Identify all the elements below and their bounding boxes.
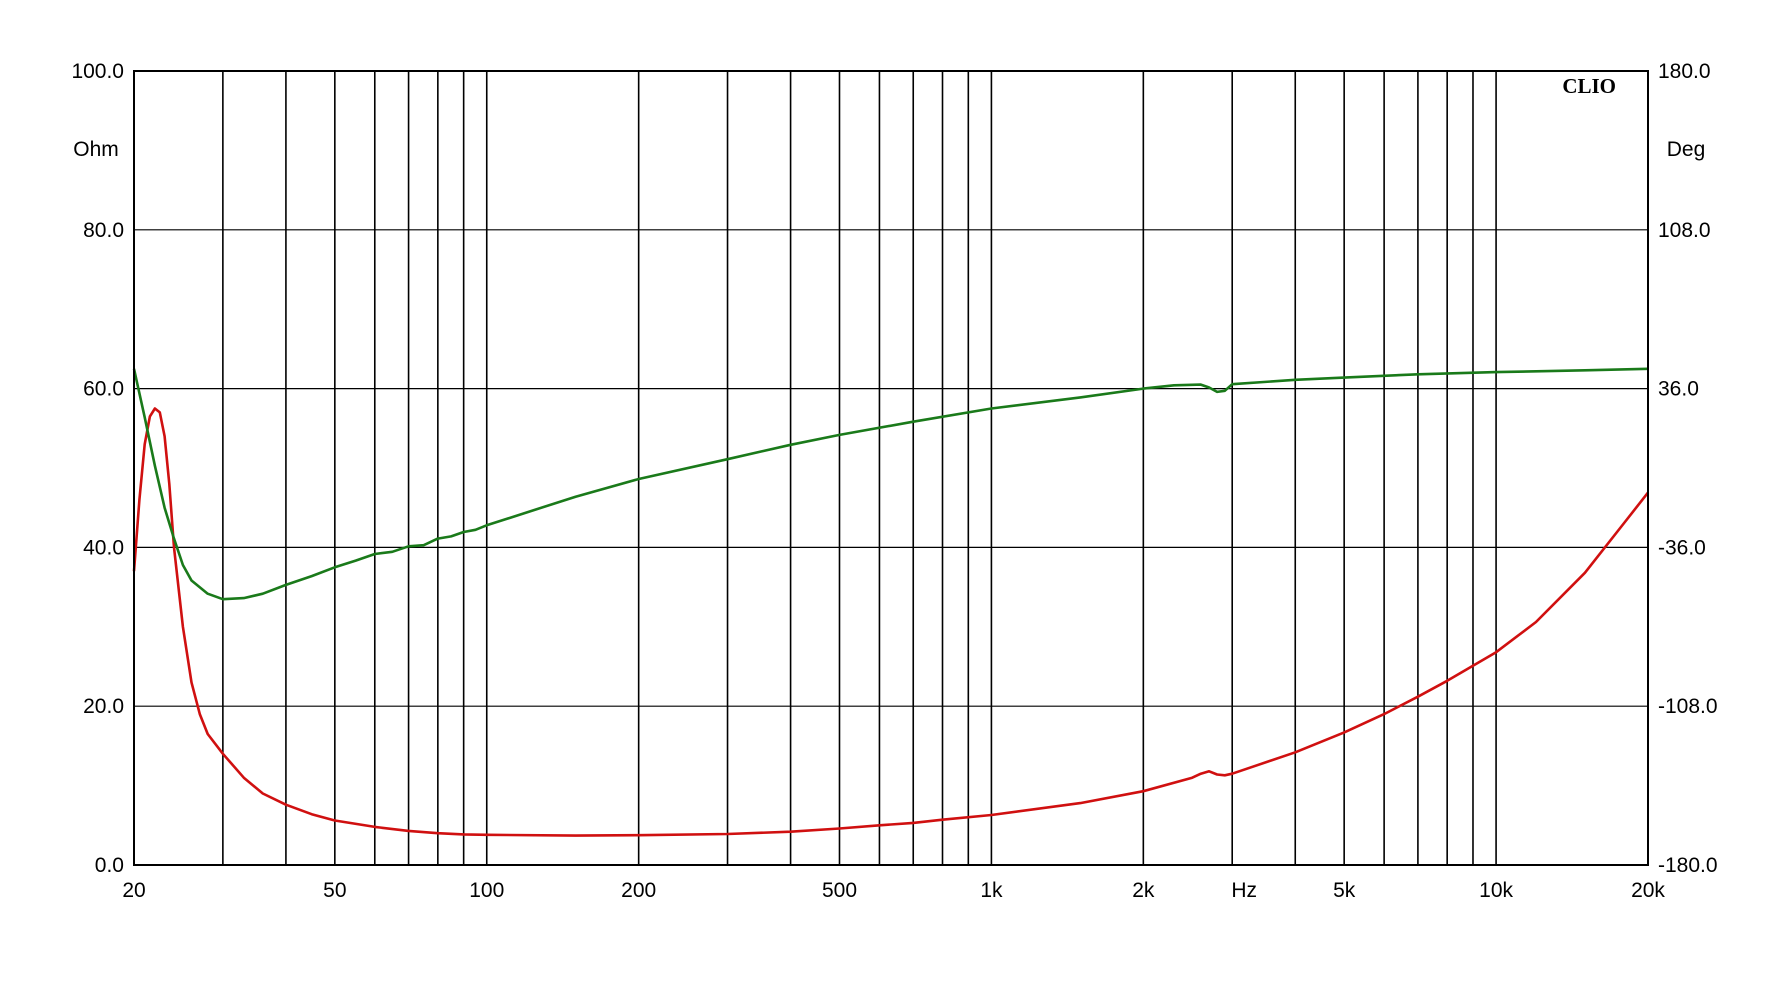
y-left-tick-label: 0.0	[95, 854, 124, 877]
y-right-tick-label: 180.0	[1658, 60, 1711, 83]
x-tick-label: 10k	[1479, 879, 1513, 902]
x-tick-label: 500	[822, 879, 857, 902]
y-left-tick-label: 80.0	[83, 219, 124, 242]
x-axis-unit: Hz	[1231, 879, 1257, 902]
y-right-tick-label: 36.0	[1658, 378, 1699, 401]
x-tick-label: 1k	[980, 879, 1003, 902]
x-tick-label: 100	[469, 879, 504, 902]
y-left-tick-label: 40.0	[83, 536, 124, 559]
x-tick-label: 20k	[1631, 879, 1665, 902]
right-axis-unit: Deg	[1667, 138, 1706, 161]
tick-labels: 20 50 100 200 500 1k 2k 5k 10k 20k Hz 0.0 20.0 40.0 60…	[71, 60, 1717, 902]
impedance-curve	[132, 407, 1650, 837]
y-right-tick-label: -108.0	[1658, 695, 1718, 718]
plot-frame	[133, 70, 1649, 866]
y-left-tick-label: 100.0	[71, 60, 124, 83]
y-left-tick-label: 20.0	[83, 695, 124, 718]
x-tick-label: 200	[621, 879, 656, 902]
x-tick-label: 5k	[1333, 879, 1356, 902]
y-right-tick-label: -180.0	[1658, 854, 1718, 877]
y-right-tick-label: -36.0	[1658, 536, 1706, 559]
x-tick-label: 50	[323, 879, 346, 902]
x-tick-label: 20	[122, 879, 145, 902]
clio-brand-label: CLIO	[1562, 74, 1616, 98]
phase-curve	[132, 367, 1649, 601]
y-right-tick-label: 108.0	[1658, 219, 1711, 242]
series-layer	[132, 367, 1650, 837]
x-tick-label: 2k	[1132, 879, 1155, 902]
left-axis-unit: Ohm	[73, 138, 119, 161]
y-left-tick-label: 60.0	[83, 378, 124, 401]
